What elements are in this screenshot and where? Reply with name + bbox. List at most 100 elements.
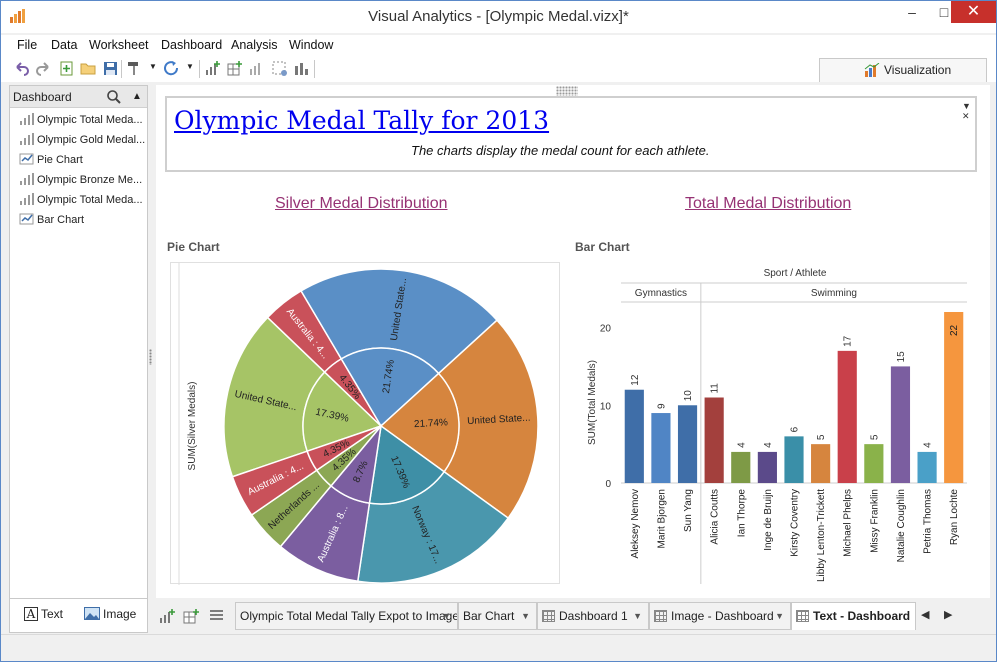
pie-inner-slice[interactable] bbox=[340, 347, 440, 428]
panel-item[interactable]: Pie Chart bbox=[19, 150, 147, 170]
chevron-down-icon[interactable]: ▼ bbox=[149, 62, 157, 71]
panel-header-label: Dashboard bbox=[13, 90, 72, 104]
panel-item-label: Olympic Total Meda... bbox=[37, 194, 143, 206]
menu-bar: File Data Worksheet Dashboard Analysis W… bbox=[1, 35, 996, 56]
bar[interactable] bbox=[811, 444, 831, 483]
save-icon[interactable] bbox=[102, 60, 119, 77]
menu-dashboard[interactable]: Dashboard bbox=[161, 38, 223, 52]
visualization-tab[interactable]: Visualization bbox=[819, 58, 987, 82]
new-worksheet-icon[interactable] bbox=[159, 609, 175, 624]
drag-grip[interactable] bbox=[556, 86, 578, 96]
bar[interactable] bbox=[890, 366, 911, 483]
new-dashboard-icon[interactable] bbox=[183, 609, 199, 624]
sheet-tab-label: Olympic Total Medal Tally Expot to Image bbox=[240, 609, 458, 623]
tab-dropdown-icon[interactable]: ▼ bbox=[633, 611, 642, 621]
pie-inner-slice-label: 21.74% bbox=[381, 359, 397, 394]
bar[interactable] bbox=[837, 350, 857, 483]
bar-data-label: 5 bbox=[816, 434, 827, 440]
undo-icon[interactable] bbox=[13, 60, 30, 77]
total-section-title[interactable]: Total Medal Distribution bbox=[685, 195, 852, 212]
lasso-icon[interactable] bbox=[271, 60, 288, 77]
open-folder-icon[interactable] bbox=[80, 60, 97, 77]
title-text-object[interactable]: ▼ ✕ Olympic Medal Tally for 2013 The cha… bbox=[165, 96, 977, 172]
list-icon[interactable] bbox=[209, 609, 224, 623]
refresh-icon[interactable] bbox=[163, 60, 180, 77]
bar-data-label: 4 bbox=[923, 442, 934, 448]
bar-data-label: 9 bbox=[656, 403, 667, 409]
add-text-button[interactable]: A Text bbox=[24, 607, 63, 621]
tab-dropdown-icon[interactable]: ▼ bbox=[521, 611, 530, 621]
x-tick-label: Michael Phelps bbox=[843, 489, 854, 557]
bar[interactable] bbox=[784, 436, 804, 483]
menu-window[interactable]: Window bbox=[289, 38, 334, 52]
bar[interactable] bbox=[704, 397, 724, 484]
close-button[interactable]: ✕ bbox=[951, 1, 996, 23]
splitter-handle[interactable] bbox=[149, 349, 152, 365]
tab-dropdown-icon[interactable]: ▼ bbox=[775, 611, 784, 621]
minimize-button[interactable]: – bbox=[908, 4, 916, 20]
sheet-tab[interactable]: Image - Dashboard ▼ bbox=[649, 602, 791, 630]
x-tick-label: Ryan Lochte bbox=[949, 489, 960, 546]
new-file-icon[interactable] bbox=[58, 60, 75, 77]
silver-section-title[interactable]: Silver Medal Distribution bbox=[275, 195, 448, 212]
menu-analysis[interactable]: Analysis bbox=[231, 38, 278, 52]
panel-item[interactable]: Olympic Bronze Me... bbox=[19, 170, 147, 190]
add-dashboard-icon[interactable] bbox=[226, 60, 243, 77]
x-tick-label: Petria Thomas bbox=[923, 489, 934, 554]
bar[interactable] bbox=[624, 389, 644, 483]
bar[interactable] bbox=[944, 312, 964, 483]
sheet-tab-label: Bar Chart bbox=[463, 609, 515, 623]
app-logo-icon bbox=[10, 9, 25, 23]
text-icon: A bbox=[24, 607, 38, 621]
dashboard-grid-icon bbox=[542, 610, 555, 622]
sheet-tab[interactable]: Olympic Total Medal Tally Expot to Image… bbox=[235, 602, 458, 630]
maximize-button[interactable]: □ bbox=[939, 4, 949, 20]
panel-item-label: Bar Chart bbox=[37, 214, 85, 226]
sheet-tab[interactable]: Dashboard 1 ▼ bbox=[537, 602, 649, 630]
paint-brush-icon[interactable] bbox=[126, 60, 143, 77]
pie-outer-slice-label: United State... bbox=[467, 413, 531, 428]
bar-chart[interactable]: Sport / Athlete Gymnastics Swimming 0 10 20 SU… bbox=[577, 262, 969, 584]
bar[interactable] bbox=[864, 444, 884, 483]
tab-dropdown-icon[interactable]: ▼ bbox=[442, 611, 451, 621]
sheet-tab[interactable]: Text - Dashboard bbox=[791, 602, 916, 630]
menu-worksheet[interactable]: Worksheet bbox=[89, 38, 149, 52]
panel-header: Dashboard ▲ bbox=[10, 86, 147, 108]
menu-data[interactable]: Data bbox=[51, 38, 78, 52]
status-bar bbox=[1, 634, 996, 661]
bar-chart-caption: Bar Chart bbox=[575, 240, 630, 254]
tabs-prev-icon[interactable]: ◀ bbox=[921, 609, 930, 621]
menu-file[interactable]: File bbox=[17, 38, 38, 52]
sheet-tab[interactable]: Bar Chart ▼ bbox=[458, 602, 537, 630]
pie-inner-slice[interactable] bbox=[379, 372, 460, 473]
add-image-button[interactable]: Image bbox=[84, 607, 136, 621]
chart-options-icon[interactable] bbox=[248, 60, 265, 77]
bar[interactable] bbox=[677, 405, 698, 483]
sort-icon[interactable] bbox=[293, 60, 310, 77]
bar[interactable] bbox=[917, 451, 937, 483]
panel-item[interactable]: Bar Chart bbox=[19, 210, 147, 230]
panel-item[interactable]: Olympic Total Meda... bbox=[19, 110, 147, 130]
image-icon bbox=[84, 607, 100, 620]
add-worksheet-icon[interactable] bbox=[204, 60, 221, 77]
sort-arrows-icon[interactable]: ▲ bbox=[132, 91, 142, 102]
panel-bottom-toolbar: A Text Image bbox=[10, 598, 147, 632]
x-tick-label: Inge de Bruijn bbox=[763, 489, 774, 551]
pie-inner-slice[interactable] bbox=[306, 425, 382, 472]
bar[interactable] bbox=[757, 451, 777, 483]
window-title: Visual Analytics - [Olympic Medal.vizx]* bbox=[368, 8, 629, 25]
chevron-down-icon[interactable]: ▼ bbox=[186, 62, 194, 71]
tabs-next-icon[interactable]: ▶ bbox=[944, 609, 953, 621]
panel-item[interactable]: Olympic Total Meda... bbox=[19, 190, 147, 210]
bar-header-label: Sport / Athlete bbox=[764, 268, 827, 279]
bar-data-label: 4 bbox=[763, 442, 774, 448]
title-bar: Visual Analytics - [Olympic Medal.vizx]*… bbox=[1, 1, 996, 33]
bar[interactable] bbox=[651, 413, 671, 483]
redo-icon[interactable] bbox=[35, 60, 52, 77]
panel-item[interactable]: Olympic Gold Medal... bbox=[19, 130, 147, 150]
search-icon[interactable] bbox=[106, 89, 122, 105]
text-object-controls[interactable]: ▼ ✕ bbox=[962, 101, 971, 121]
bar[interactable] bbox=[731, 451, 751, 483]
pie-chart[interactable]: SUM(Silver Medals) United State...Austral… bbox=[171, 263, 561, 585]
